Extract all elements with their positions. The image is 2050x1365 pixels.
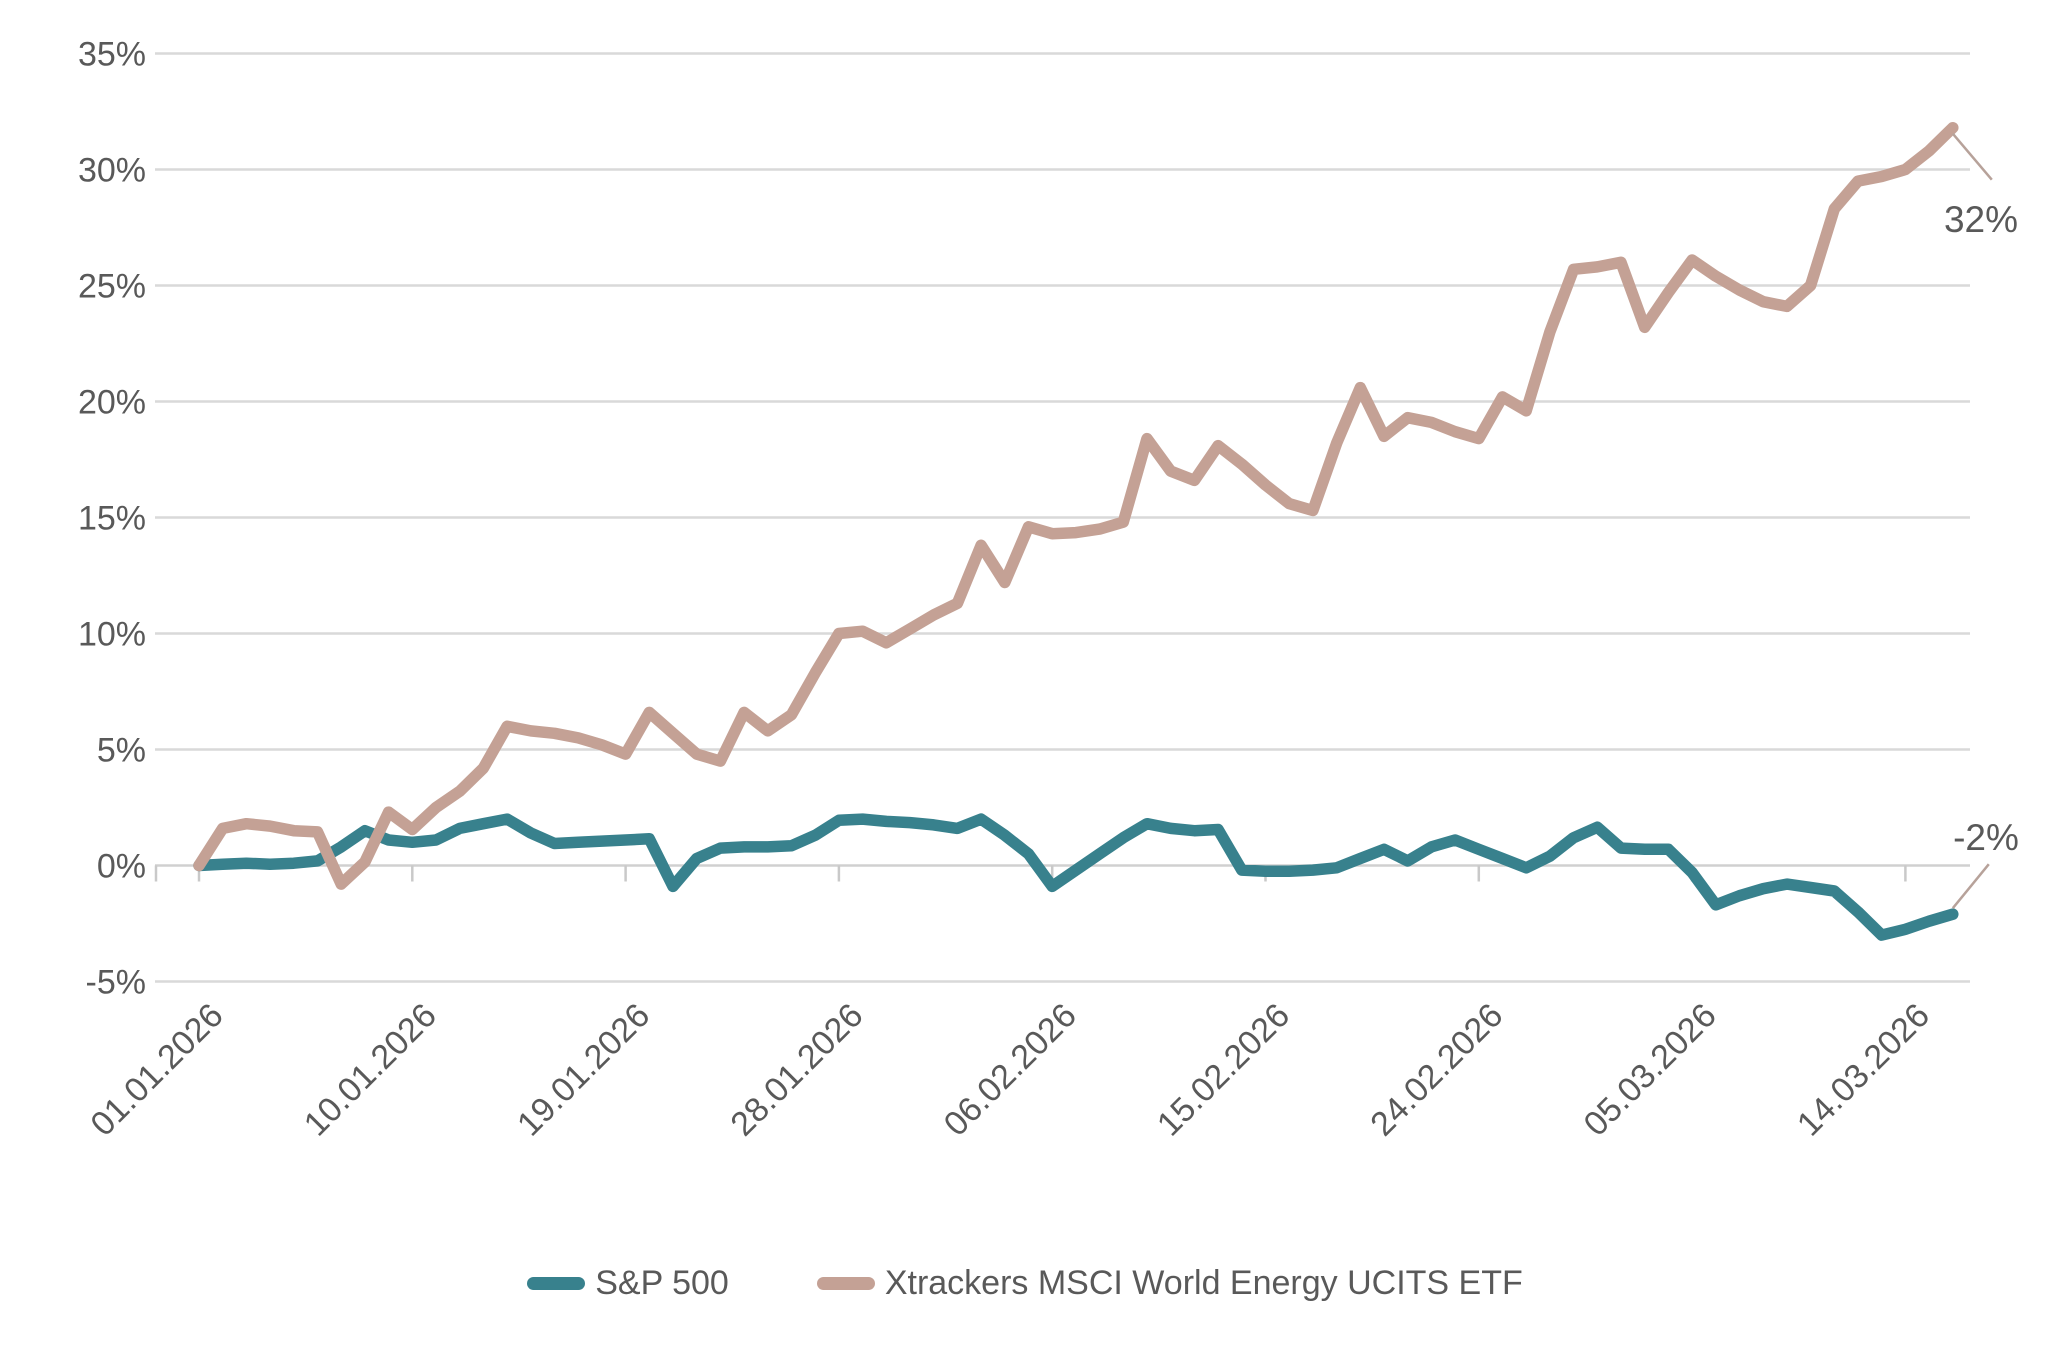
- gridlines: [155, 52, 1970, 983]
- x-tick-label: 15.02.2026: [1150, 996, 1297, 1143]
- y-tick-label: 5%: [97, 731, 146, 769]
- y-tick-label: 0%: [97, 847, 146, 885]
- end-label-xtrackers: 32%: [1944, 199, 2018, 240]
- x-tick-label: 01.01.2026: [83, 996, 230, 1143]
- y-tick-label: 15%: [78, 499, 146, 537]
- y-tick-label: 10%: [78, 615, 146, 653]
- series-line-xtrackers-etf: [193, 121, 1959, 890]
- end-labels: 32% -2%: [1944, 132, 2019, 910]
- x-tick-label: 06.02.2026: [937, 996, 1084, 1143]
- y-tick-label: -5%: [86, 963, 146, 1001]
- x-tick-label: 05.03.2026: [1577, 996, 1724, 1143]
- leader-line-xtrackers: [1951, 132, 1993, 181]
- x-tick-label: 28.01.2026: [723, 996, 870, 1143]
- y-tick-label: 30%: [78, 151, 146, 189]
- legend-swatch-sp500-icon: [527, 1276, 586, 1290]
- x-tick-label: 10.01.2026: [297, 996, 444, 1143]
- legend-label-sp500: S&P 500: [595, 1264, 729, 1302]
- series-lines: [193, 121, 1959, 941]
- leader-line-sp500: [1951, 863, 1990, 910]
- chart-legend: S&P 500 Xtrackers MSCI World Energy UCIT…: [0, 1263, 2050, 1304]
- x-axis-labels: 01.01.2026 10.01.2026 19.01.2026 28.01.2026…: [83, 996, 1937, 1143]
- y-axis-labels: 35% 30% 25% 20% 15% 10% 5% 0% -5%: [78, 35, 146, 1001]
- legend-item-sp500: S&P 500: [527, 1263, 729, 1304]
- y-tick-label: 20%: [78, 383, 146, 421]
- x-tick-label: 14.03.2026: [1790, 996, 1937, 1143]
- end-label-sp500: -2%: [1953, 817, 2019, 858]
- series-line-sp500: [193, 813, 1959, 941]
- x-tick-label: 24.02.2026: [1363, 996, 1510, 1143]
- x-tick-label: 19.01.2026: [510, 996, 657, 1143]
- legend-label-xtrackers: Xtrackers MSCI World Energy UCITS ETF: [884, 1264, 1523, 1302]
- legend-swatch-xtrackers-icon: [816, 1276, 875, 1290]
- legend-item-xtrackers: Xtrackers MSCI World Energy UCITS ETF: [816, 1263, 1523, 1304]
- y-tick-label: 35%: [78, 35, 146, 73]
- y-tick-label: 25%: [78, 267, 146, 305]
